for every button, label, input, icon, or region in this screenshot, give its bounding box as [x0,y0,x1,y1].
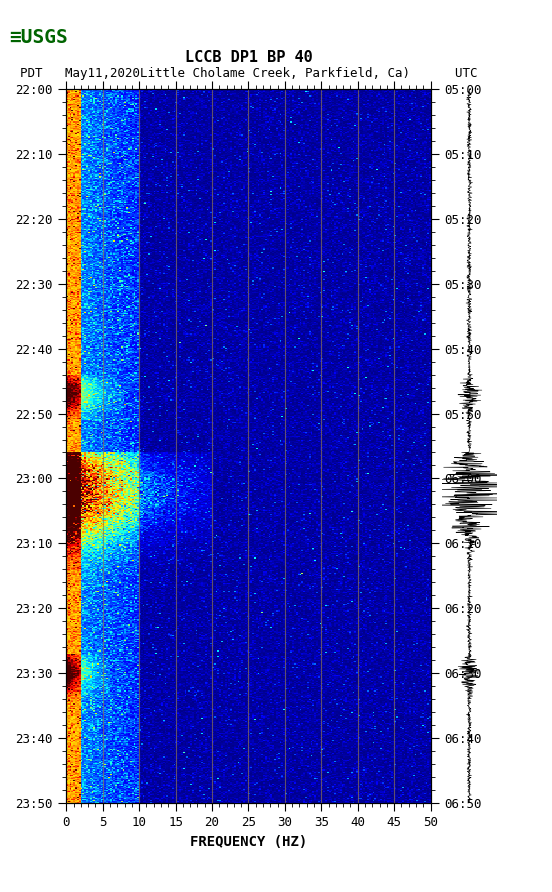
Text: LCCB DP1 BP 40: LCCB DP1 BP 40 [184,51,312,65]
Text: PDT   May11,2020Little Cholame Creek, Parkfield, Ca)      UTC: PDT May11,2020Little Cholame Creek, Park… [20,67,477,79]
FancyBboxPatch shape [6,11,68,47]
Text: ≡USGS: ≡USGS [9,29,67,47]
X-axis label: FREQUENCY (HZ): FREQUENCY (HZ) [190,835,307,848]
